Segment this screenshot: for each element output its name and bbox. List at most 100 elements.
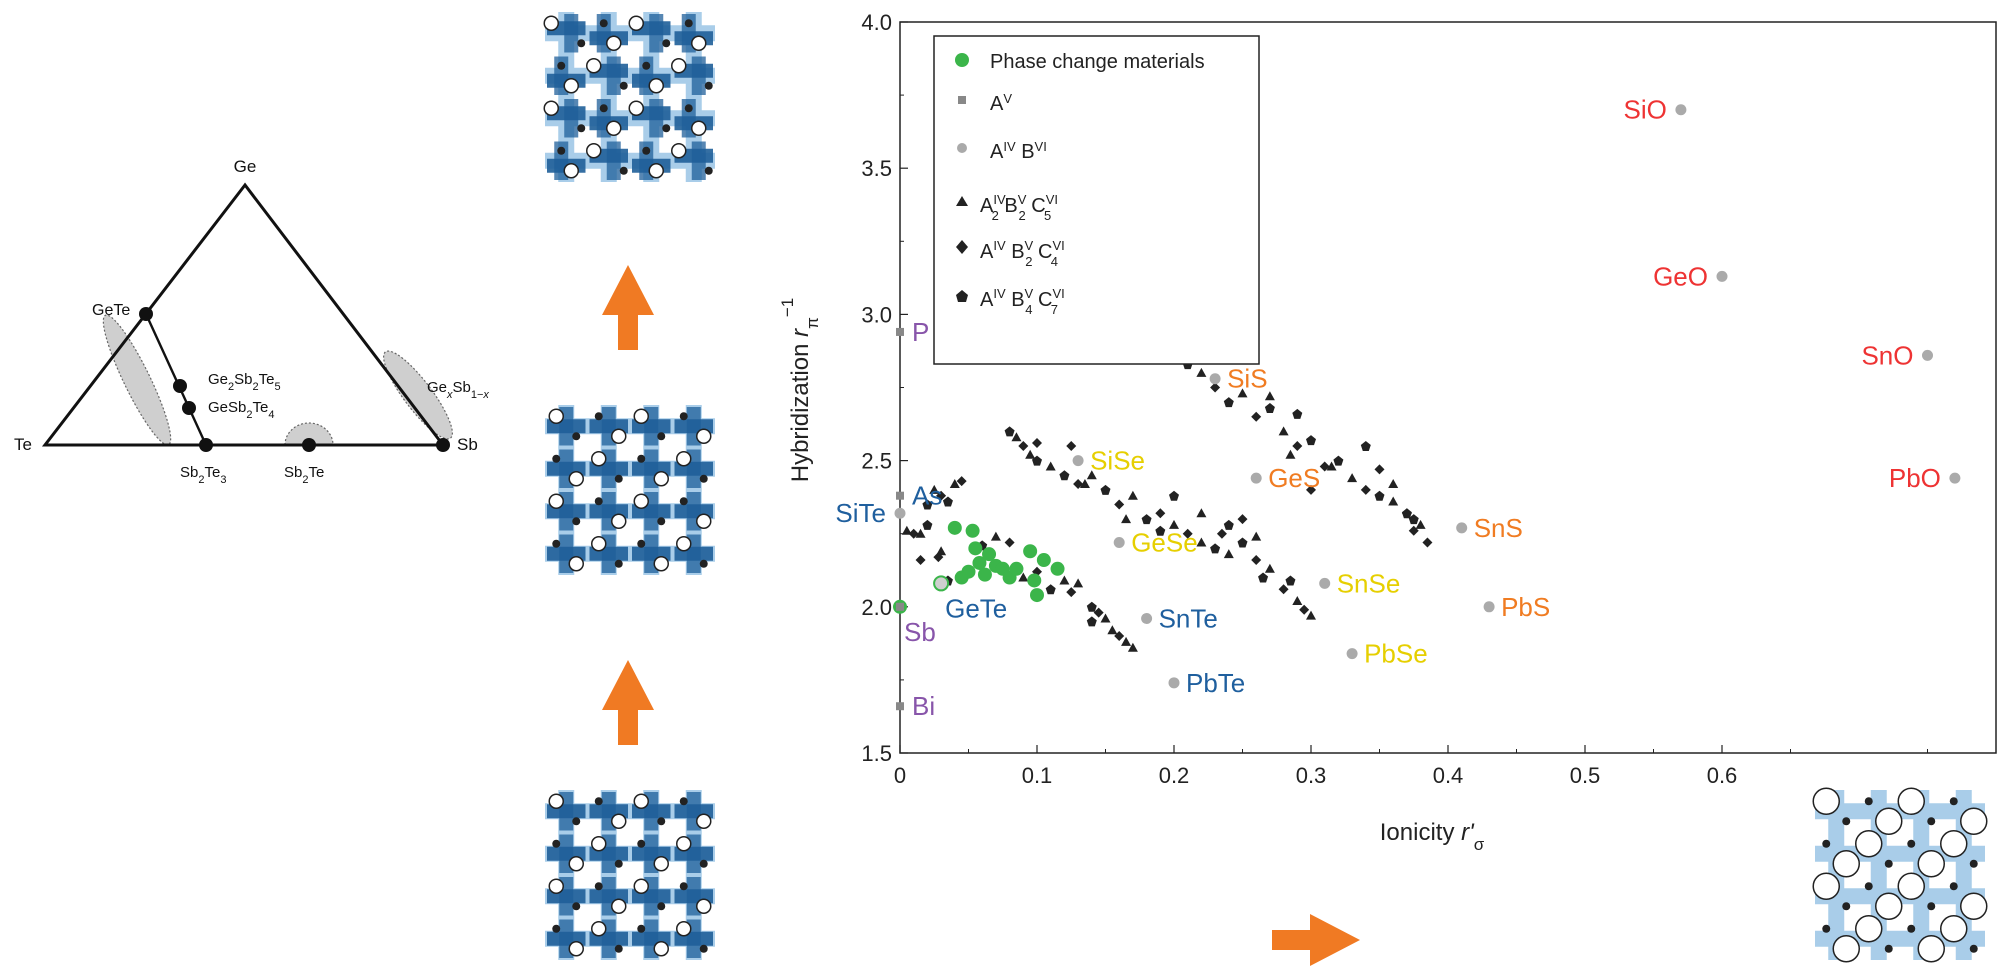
- lattice-bar: [643, 12, 660, 182]
- data-point-dark: [1155, 525, 1166, 536]
- data-point-dark: [1237, 388, 1248, 398]
- lattice-atom-black: [552, 839, 561, 848]
- lattice-bar: [545, 67, 715, 84]
- x-axis-ticks: 0 0.1 0.2 0.3 0.4 0.5 0.6: [894, 745, 1928, 788]
- data-point-pcm: [982, 547, 997, 562]
- lattice-top: [543, 12, 715, 182]
- lattice-atom-black: [679, 797, 688, 806]
- data-point-dark: [1086, 601, 1097, 612]
- data-point-pcm: [1009, 561, 1024, 576]
- gesb2te4-point: [182, 401, 196, 415]
- data-point-dark: [1401, 508, 1412, 519]
- data-point-dark: [1004, 537, 1015, 548]
- lattice-bar: [545, 803, 715, 820]
- data-point-dark: [1223, 397, 1234, 408]
- lattice-bar: [643, 405, 660, 575]
- data-point-dark: [1299, 604, 1310, 615]
- data-point-dark: [1045, 584, 1056, 595]
- lattice-atom-white: [1917, 850, 1945, 878]
- data-point-dark: [1223, 549, 1234, 559]
- data-point-pcm: [1036, 553, 1051, 568]
- lattice-bar: [545, 930, 715, 947]
- data-point-dark: [1374, 464, 1385, 475]
- point-label: PbO: [1889, 463, 1941, 493]
- labeled-points-group: SiO GeO SnO PbO SiS GeS SnS PbS SiSe GeSe SnSe PbSe…: [835, 95, 1961, 721]
- lattice-atom-black: [577, 39, 586, 48]
- x-tick-label: 0.6: [1707, 763, 1738, 788]
- y-tick-label: 2.5: [861, 449, 892, 474]
- lattice-atom-black: [572, 902, 581, 911]
- data-point-dark: [1374, 490, 1385, 501]
- lattice-atom-black: [552, 454, 561, 463]
- data-point-dark: [1278, 426, 1289, 436]
- lattice-bond: [564, 14, 579, 53]
- gesb2te4-label: GeSb2Te4: [208, 399, 274, 421]
- lattice-atom-white: [1875, 807, 1903, 835]
- gete-sb2te3-region: [102, 314, 172, 446]
- point-label: PbS: [1501, 592, 1550, 622]
- lattice-atom-black: [552, 539, 561, 548]
- data-point-dark: [1264, 391, 1275, 401]
- data-point-dark: [922, 499, 933, 510]
- lattice-atom-white: [691, 35, 707, 51]
- lattice-bar: [600, 790, 617, 960]
- lattice-bar: [545, 25, 715, 42]
- data-point-dark: [1292, 595, 1303, 605]
- data-point-dark: [1066, 587, 1077, 598]
- point-label: GeTe: [945, 593, 1007, 623]
- lattice-atom-white: [671, 58, 687, 74]
- data-point-dark: [1306, 610, 1316, 620]
- lattice-atom-white: [1832, 850, 1860, 878]
- data-point-dark: [1018, 440, 1029, 451]
- data-point-pcm: [961, 564, 976, 579]
- data-point-dark: [1251, 555, 1262, 566]
- data-point-dark: [1388, 478, 1399, 488]
- lattice-atom-white: [676, 921, 692, 937]
- lattice-bottom: [545, 790, 715, 960]
- lattice-middle: [545, 405, 715, 575]
- data-point-dark: [990, 531, 1001, 541]
- lattice-atom-white: [676, 836, 692, 852]
- lattice-atom-black: [614, 559, 623, 568]
- lattice-atom-white: [568, 556, 584, 572]
- point-label: GeO: [1653, 261, 1708, 291]
- sb2te-point: [302, 438, 316, 452]
- lattice-atom-white: [543, 100, 559, 116]
- vertex-te-label: Te: [14, 435, 32, 454]
- legend: Phase change materials AV AIV BVI AIV 2 B…: [933, 35, 1260, 365]
- data-point-dark: [1127, 642, 1138, 652]
- data-point-pcm: [1050, 561, 1065, 576]
- data-point-dark: [1004, 426, 1015, 437]
- lattice-bond: [606, 141, 621, 180]
- point-label: SiO: [1624, 95, 1667, 125]
- lattice-atom-black: [577, 124, 586, 133]
- gete-sb2te3-line: [144, 313, 208, 446]
- lattice-atom-white: [653, 556, 669, 572]
- lattice-atom-white: [568, 471, 584, 487]
- lattice-bar: [558, 12, 575, 182]
- lattice-bond: [649, 99, 664, 138]
- lattice-atom-black: [572, 817, 581, 826]
- lattice-atom-white: [671, 143, 687, 159]
- lattice-atom-white: [676, 451, 692, 467]
- data-point-labeled: [1209, 373, 1221, 385]
- x-tick-label: 0.3: [1296, 763, 1327, 788]
- lattice-atom-black: [552, 924, 561, 933]
- data-point-dark: [1093, 607, 1104, 618]
- data-point-dark: [915, 528, 926, 538]
- point-label: GeSe: [1131, 527, 1198, 557]
- lattice-bar: [545, 418, 715, 435]
- data-point-pcm: [1030, 588, 1044, 603]
- data-point-dark: [1306, 484, 1316, 495]
- lattice-atom-black: [614, 474, 623, 483]
- legend-symbol-pcm: [955, 53, 969, 67]
- lattice-atom-white: [1855, 915, 1883, 943]
- lattice-atom-black: [572, 517, 581, 526]
- lattice-ionic: [1812, 787, 1988, 963]
- lattice-atom-white: [633, 408, 649, 424]
- data-point-dark: [1127, 490, 1138, 500]
- x-tick-label: 0.1: [1022, 763, 1053, 788]
- lattice-atom-white: [548, 878, 564, 894]
- lattice-atom-black: [637, 454, 646, 463]
